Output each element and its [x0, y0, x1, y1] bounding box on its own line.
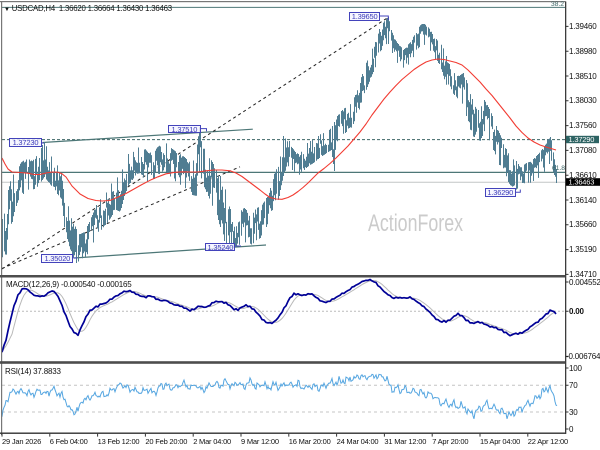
svg-text:1.36463: 1.36463 — [569, 178, 595, 187]
svg-text:ActionForex: ActionForex — [368, 210, 463, 237]
svg-text:1.37290: 1.37290 — [569, 135, 595, 144]
